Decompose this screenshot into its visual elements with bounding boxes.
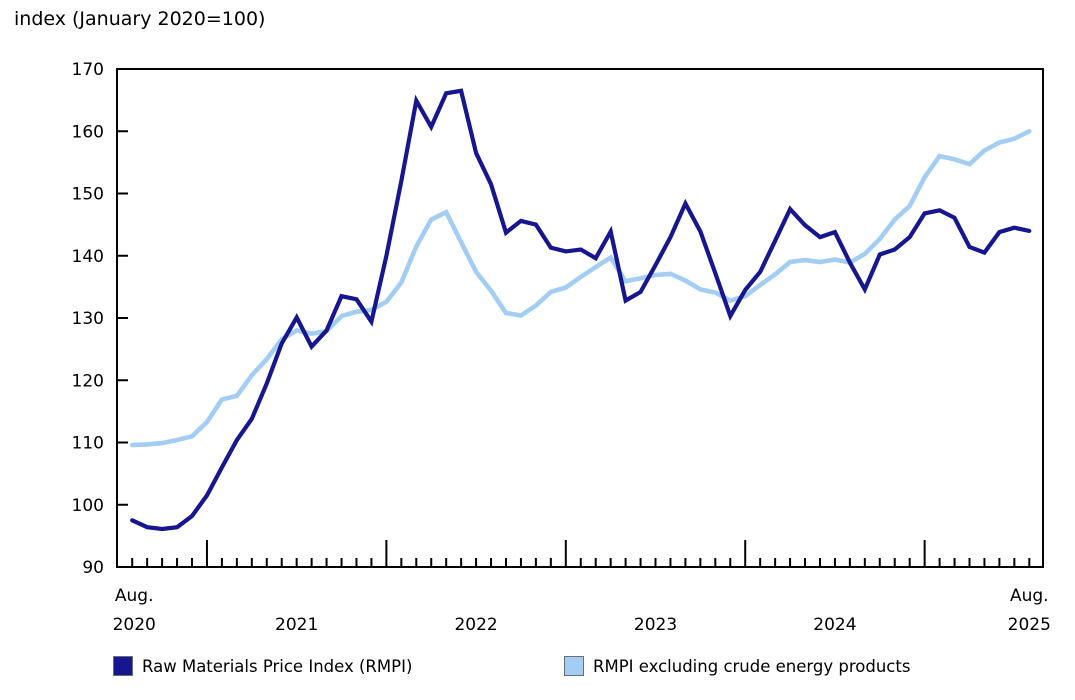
legend-item-excrude: RMPI excluding crude energy products [564,655,910,677]
y-tick-label: 100 [72,496,104,516]
excrude-legend-label: RMPI excluding crude energy products [593,656,911,676]
y-tick-label: 130 [72,309,104,329]
x-start-label-month: Aug. [115,586,154,606]
excrude-legend-swatch-icon [564,656,584,676]
y-tick-label: 120 [72,371,104,391]
x-year-label: 2021 [275,615,318,635]
y-tick-label: 160 [72,122,104,142]
rmpi-legend-label: Raw Materials Price Index (RMPI) [142,656,413,676]
chart-title: index (January 2020=100) [14,8,266,30]
rmpi-line-series [130,88,1032,532]
y-tick-label: 140 [72,247,104,267]
plot-border [116,68,1044,568]
x-start-label-year: 2020 [113,615,156,635]
rmpi-legend-swatch-icon [113,656,133,676]
legend-item-rmpi: Raw Materials Price Index (RMPI) [113,655,412,677]
x-end-label-month: Aug. [1010,586,1049,606]
y-tick-label: 170 [72,60,104,80]
y-tick-label: 150 [72,185,104,205]
y-tick-label: 90 [82,558,104,578]
x-year-label: 2024 [813,615,856,635]
excrude-line-series [129,129,1032,448]
line-chart: 90 100 110 120 130 140 150 160 170 Aug. 2020 Aug. 20… [72,60,1051,635]
y-tick-label: 110 [72,434,104,454]
x-year-label: 2023 [634,615,677,635]
x-end-label-year: 2025 [1008,615,1051,635]
x-year-label: 2022 [454,615,497,635]
